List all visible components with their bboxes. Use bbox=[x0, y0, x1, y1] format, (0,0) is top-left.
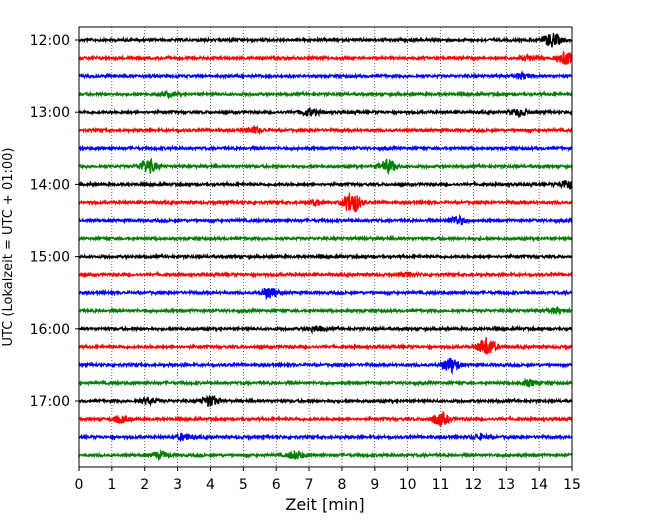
seismic-trace bbox=[78, 32, 573, 48]
x-tick-label: 15 bbox=[563, 477, 581, 493]
seismic-trace bbox=[78, 70, 573, 81]
x-tick-label: 14 bbox=[530, 477, 548, 493]
grid-lines bbox=[111, 27, 540, 467]
x-tick-label: 7 bbox=[305, 477, 314, 493]
x-tick-label: 1 bbox=[107, 477, 116, 493]
y-tick-label: 12:00 bbox=[30, 33, 70, 49]
seismic-trace bbox=[78, 270, 573, 279]
seismic-trace bbox=[78, 107, 573, 119]
x-tick-label: 4 bbox=[206, 477, 215, 493]
seismic-trace bbox=[78, 252, 573, 261]
x-axis: 0 1 2 3 4 5 6 7 8 9 10 11 12 13 14 15 bbox=[75, 467, 581, 493]
seismic-trace bbox=[78, 234, 573, 243]
x-tick-label: 2 bbox=[140, 477, 149, 493]
x-tick-label: 6 bbox=[272, 477, 281, 493]
trace-group bbox=[78, 32, 573, 462]
y-tick-label: 14:00 bbox=[30, 177, 70, 193]
seismic-trace bbox=[78, 287, 573, 301]
seismic-trace bbox=[78, 305, 573, 316]
seismic-trace bbox=[78, 144, 573, 153]
y-tick-label: 15:00 bbox=[30, 250, 70, 266]
seismic-trace bbox=[78, 157, 573, 176]
seismic-trace bbox=[78, 324, 573, 335]
seismic-trace bbox=[78, 89, 573, 100]
y-tick-label: 17:00 bbox=[30, 394, 70, 410]
x-tick-label: 10 bbox=[399, 477, 417, 493]
seismic-trace bbox=[78, 213, 573, 226]
seismic-trace bbox=[78, 357, 573, 375]
seismic-trace bbox=[78, 337, 573, 355]
seismic-trace bbox=[78, 51, 573, 65]
x-axis-label: Zeit [min] bbox=[285, 495, 364, 514]
plot-area bbox=[78, 26, 573, 468]
seismic-trace bbox=[78, 192, 573, 213]
y-axis: 12:00 13:00 14:00 15:00 16:00 17:00 bbox=[30, 33, 79, 410]
seismic-trace bbox=[78, 449, 573, 462]
x-tick-label: 12 bbox=[464, 477, 482, 493]
seismic-trace bbox=[78, 377, 573, 388]
x-tick-label: 3 bbox=[173, 477, 182, 493]
seismic-trace bbox=[78, 411, 573, 428]
y-tick-label: 16:00 bbox=[30, 322, 70, 338]
seismic-trace bbox=[78, 394, 573, 407]
y-axis-label: UTC (Lokalzeit = UTC + 01:00) bbox=[1, 148, 16, 347]
y-tick-label: 13:00 bbox=[30, 105, 70, 121]
seismic-trace bbox=[78, 432, 573, 443]
x-tick-label: 13 bbox=[497, 477, 515, 493]
x-tick-label: 5 bbox=[239, 477, 248, 493]
seismic-trace bbox=[78, 179, 573, 190]
x-tick-label: 9 bbox=[370, 477, 379, 493]
x-tick-label: 8 bbox=[337, 477, 346, 493]
seismic-trace bbox=[78, 124, 573, 136]
x-tick-label: 0 bbox=[75, 477, 84, 493]
plot-frame bbox=[78, 26, 573, 468]
x-tick-label: 11 bbox=[432, 477, 450, 493]
